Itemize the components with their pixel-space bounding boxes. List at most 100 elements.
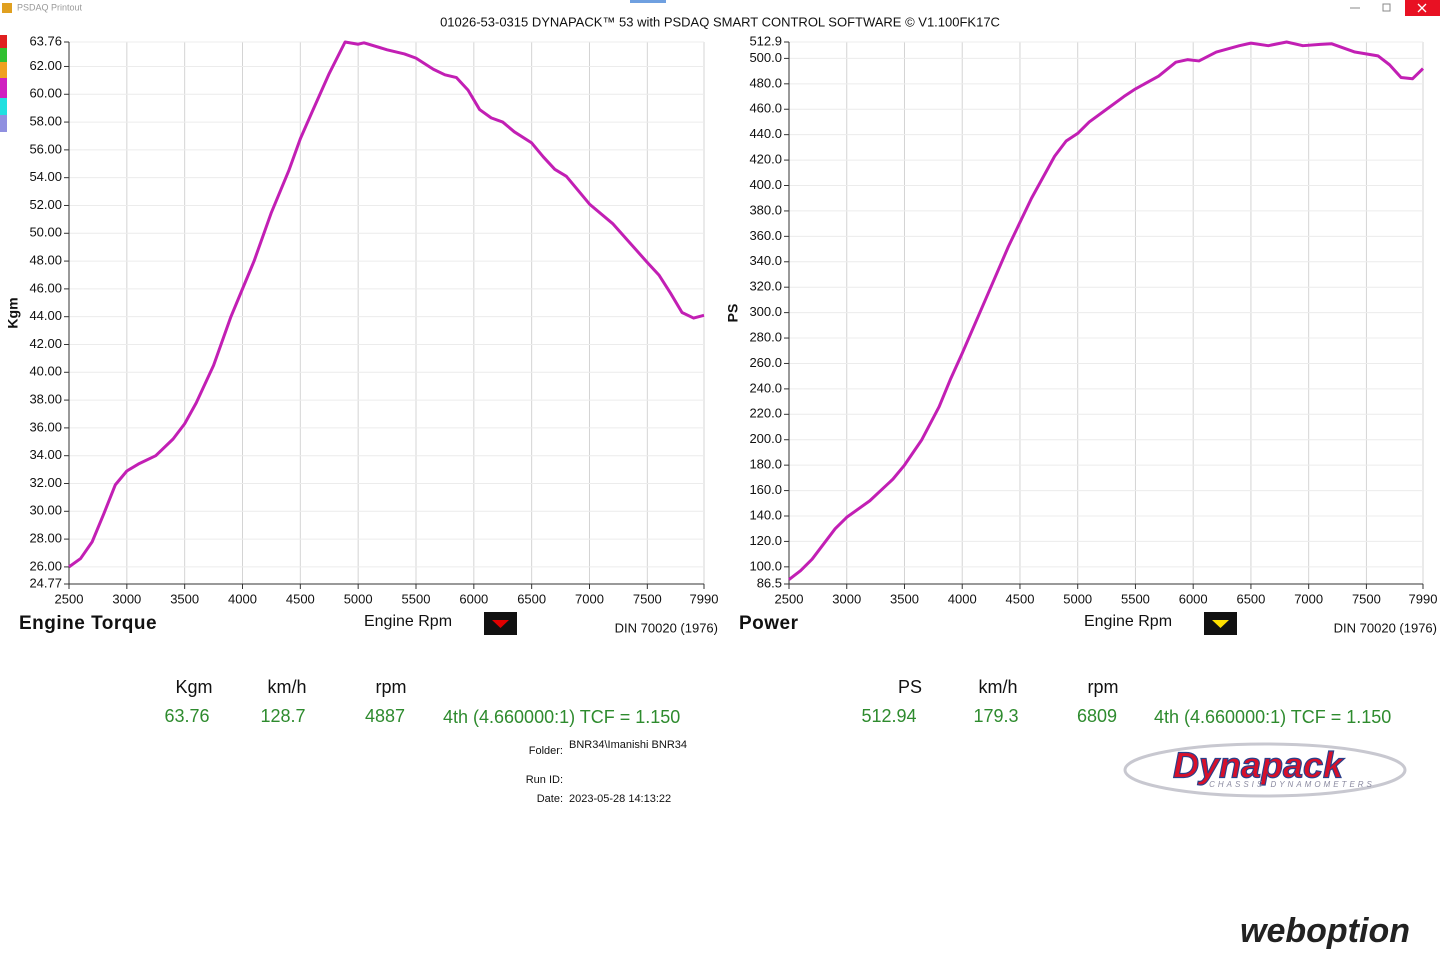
x-tick-label: 3000 — [832, 591, 861, 606]
date-label: Date: — [537, 793, 563, 805]
close-button[interactable] — [1405, 0, 1440, 16]
y-tick-label: 24.77 — [29, 575, 62, 590]
swatch — [0, 48, 7, 62]
y-tick-label: 180.0 — [749, 457, 782, 472]
x-tick-label: 5500 — [402, 591, 431, 606]
drag-indicator — [630, 0, 666, 3]
y-tick-label: 200.0 — [749, 431, 782, 446]
y-tick-label: 42.00 — [29, 336, 62, 351]
y-tick-label: 34.00 — [29, 447, 62, 462]
readout-value: 128.7 — [260, 706, 305, 726]
y-tick-label: 460.0 — [749, 101, 782, 116]
standard-note: DIN 70020 (1976) — [1334, 620, 1437, 635]
x-tick-label: 5000 — [344, 591, 373, 606]
readout-header: km/h — [267, 677, 306, 697]
y-tick-label: 26.00 — [29, 558, 62, 573]
y-tick-label: 58.00 — [29, 114, 62, 129]
y-tick-label: 300.0 — [749, 304, 782, 319]
y-tick-label: 62.00 — [29, 58, 62, 73]
y-tick-label: 420.0 — [749, 152, 782, 167]
swatch — [0, 62, 7, 78]
y-tick-label: 28.00 — [29, 531, 62, 546]
readout-value: 512.94 — [861, 706, 916, 726]
y-tick-label: 38.00 — [29, 392, 62, 407]
readout-value: 179.3 — [973, 706, 1018, 726]
swatch — [0, 78, 7, 98]
trace-selector-arrow — [1212, 620, 1229, 628]
logo-swoosh — [1123, 742, 1407, 798]
readout-gear: 4th (4.660000:1) TCF = 1.150 — [1154, 707, 1391, 727]
y-tick-label: 56.00 — [29, 141, 62, 156]
x-tick-label: 3000 — [112, 591, 141, 606]
y-tick-label: 140.0 — [749, 507, 782, 522]
readout-value: 63.76 — [164, 706, 209, 726]
swatch — [0, 98, 7, 115]
y-tick-label: 380.0 — [749, 202, 782, 217]
y-tick-label: 120.0 — [749, 533, 782, 548]
y-tick-label: 30.00 — [29, 503, 62, 518]
x-tick-label: 6500 — [517, 591, 546, 606]
y-tick-label: 260.0 — [749, 355, 782, 370]
x-tick-label: 7500 — [1352, 591, 1381, 606]
data-line — [68, 40, 705, 569]
y-tick-label: 32.00 — [29, 475, 62, 490]
x-tick-label: 4500 — [286, 591, 315, 606]
y-tick-label: 220.0 — [749, 406, 782, 421]
y-tick-label: 63.76 — [29, 33, 62, 48]
y-tick-label: 160.0 — [749, 482, 782, 497]
trace-selector-arrow — [492, 620, 509, 628]
y-tick-label: 340.0 — [749, 253, 782, 268]
x-tick-label: 6500 — [1236, 591, 1265, 606]
data-line — [788, 40, 1425, 581]
y-axis-label: Kgm — [5, 297, 21, 328]
x-tick-label: 7000 — [575, 591, 604, 606]
y-tick-label: 512.9 — [749, 33, 782, 48]
x-tick-label: 6000 — [459, 591, 488, 606]
weboption-logo: weboption — [1240, 912, 1410, 950]
dynapack-name: Dynapack — [1173, 745, 1345, 786]
chart-title: Engine Torque — [19, 613, 157, 634]
x-tick-label: 2500 — [55, 591, 84, 606]
run-id-label: Run ID: — [526, 774, 563, 786]
dynapack-tagline: CHASSIS DYNAMOMETERS — [1209, 780, 1375, 789]
maximize-button[interactable] — [1382, 3, 1391, 12]
y-tick-label: 52.00 — [29, 197, 62, 212]
x-tick-label: 5000 — [1063, 591, 1092, 606]
x-tick-label: 4000 — [228, 591, 257, 606]
readout-gear: 4th (4.660000:1) TCF = 1.150 — [443, 707, 680, 727]
y-tick-label: 360.0 — [749, 228, 782, 243]
x-tick-label: 4000 — [948, 591, 977, 606]
x-tick-label: 3500 — [170, 591, 199, 606]
date-value: 2023-05-28 14:13:22 — [569, 793, 671, 805]
y-tick-label: 50.00 — [29, 225, 62, 240]
y-tick-label: 240.0 — [749, 380, 782, 395]
y-tick-label: 320.0 — [749, 279, 782, 294]
readout-header: rpm — [376, 677, 407, 697]
header-title: 01026-53-0315 DYNAPACK™ 53 with PSDAQ SM… — [440, 14, 1000, 29]
y-tick-label: 54.00 — [29, 169, 62, 184]
x-tick-label: 7990 — [690, 591, 719, 606]
y-tick-label: 480.0 — [749, 75, 782, 90]
x-tick-label: 6000 — [1179, 591, 1208, 606]
y-tick-label: 100.0 — [749, 558, 782, 573]
x-tick-label: 5500 — [1121, 591, 1150, 606]
x-tick-label: 3500 — [890, 591, 919, 606]
readout-header: km/h — [978, 677, 1017, 697]
folder-label: Folder: — [529, 745, 563, 757]
x-axis-label: Engine Rpm — [364, 613, 452, 630]
readout-header: Kgm — [175, 677, 212, 697]
close-icon — [1417, 3, 1427, 13]
swatch — [0, 115, 7, 132]
y-tick-label: 44.00 — [29, 308, 62, 323]
readout-header: PS — [898, 677, 922, 697]
y-tick-label: 36.00 — [29, 419, 62, 434]
x-tick-label: 7000 — [1294, 591, 1323, 606]
y-tick-label: 280.0 — [749, 329, 782, 344]
window-title: PSDAQ Printout — [17, 2, 83, 12]
folder-value: BNR34\Imanishi BNR34 — [569, 739, 687, 751]
x-axis-label: Engine Rpm — [1084, 613, 1172, 630]
readout-value: 4887 — [365, 706, 405, 726]
chart: 2500 3000 3500 4000 4500 5000 5500 6000 6500 7000… — [5, 33, 719, 635]
x-tick-label: 4500 — [1006, 591, 1035, 606]
